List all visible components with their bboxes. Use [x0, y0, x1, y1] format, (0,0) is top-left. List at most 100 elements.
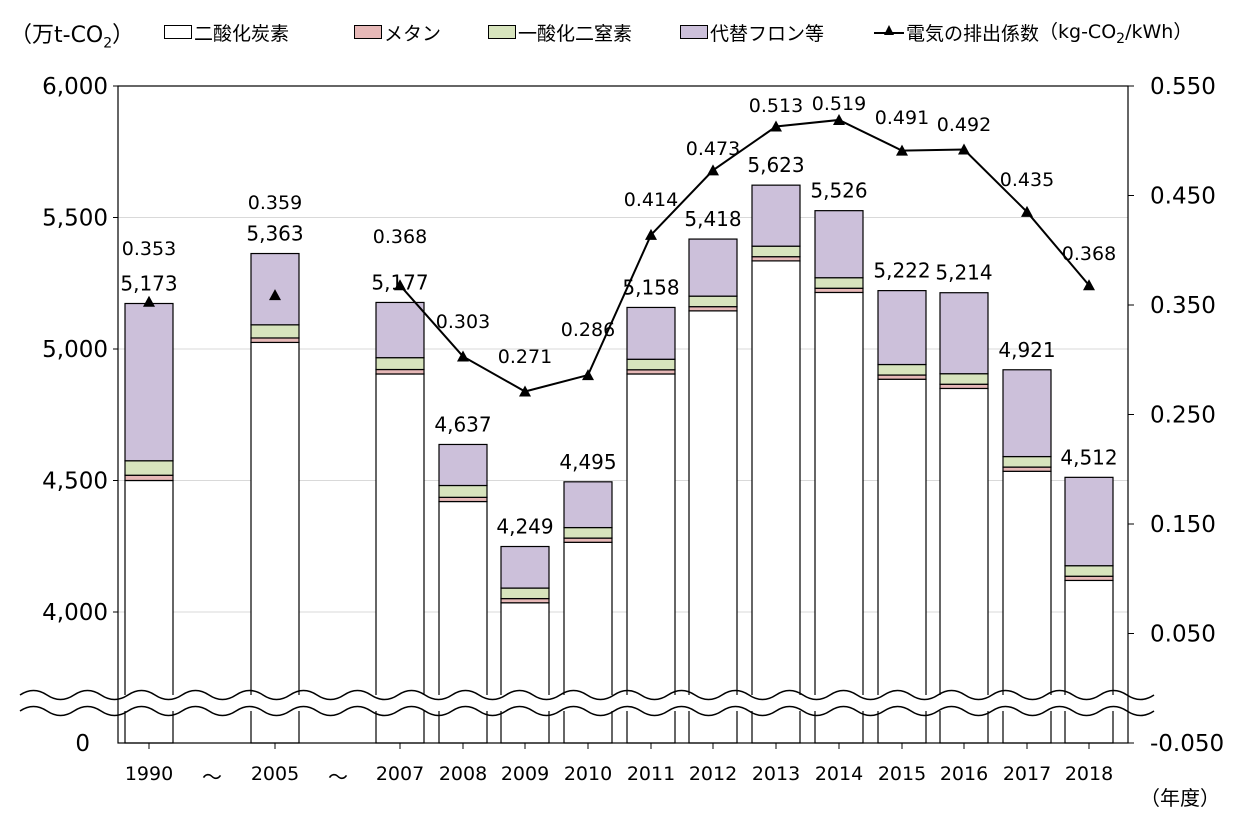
bar-fluorocarbons: [124, 302, 174, 462]
x-tick-label: 2005: [251, 763, 299, 785]
y-right-tick-label: 0.150: [1150, 512, 1216, 538]
bar-methane: [1064, 575, 1114, 582]
x-tick-label: 1990: [125, 763, 173, 785]
bar-total-label: 4,495: [559, 450, 616, 474]
bar-fluorocarbons: [814, 210, 864, 279]
emission-factor-point: [457, 350, 469, 362]
bar-n2o: [1002, 455, 1052, 468]
axis-break-bottom-wave: [19, 705, 1155, 717]
legend-label-co2: 二酸化炭素: [194, 22, 290, 45]
x-gap-marker: ～: [202, 765, 222, 789]
bar-total-label: 5,526: [810, 179, 867, 203]
bar-methane: [939, 383, 989, 390]
x-tick-label: 2017: [1003, 763, 1051, 785]
y-right-tick-label: 0.050: [1150, 622, 1216, 648]
bar-total-label: 4,921: [998, 338, 1055, 362]
legend-swatch-co2: [164, 25, 192, 39]
bar-co2: [563, 541, 613, 744]
y-left-tick-label: 5,000: [42, 337, 108, 363]
emission-factor-label: 0.353: [122, 238, 176, 260]
emission-factor-label: 0.435: [1000, 169, 1054, 191]
emission-factor-point: [645, 228, 657, 240]
bar-fluorocarbons: [1064, 476, 1114, 567]
bar-n2o: [500, 587, 550, 600]
bar-co2: [939, 387, 989, 744]
emission-factor-label: 0.491: [875, 107, 929, 129]
bar-fluorocarbons: [688, 238, 738, 297]
emission-factor-point: [582, 369, 594, 381]
emission-factor-label: 0.368: [1062, 243, 1116, 265]
emission-factor-point: [143, 295, 155, 307]
bar-n2o: [751, 245, 801, 258]
bar-fluorocarbons: [1002, 369, 1052, 458]
bar-fluorocarbons: [751, 184, 801, 247]
bar-methane: [688, 306, 738, 312]
legend-item-n2o: 一酸化二窒素: [488, 20, 632, 45]
legend-swatch-methane: [354, 25, 382, 39]
emission-factor-label: 0.271: [498, 346, 552, 368]
y-right-tick-label: 0.550: [1150, 74, 1216, 100]
x-tick-label: 2012: [689, 763, 737, 785]
bar-total-label: 5,222: [873, 259, 930, 283]
emission-factor-label: 0.492: [937, 114, 991, 136]
bar-fluorocarbons: [939, 292, 989, 375]
bar-total-label: 5,623: [747, 153, 804, 177]
y-right-tick-label: 0.350: [1150, 293, 1216, 319]
x-tick-label: 2009: [501, 763, 549, 785]
x-tick-label: 2010: [564, 763, 612, 785]
bar-n2o: [1064, 565, 1114, 577]
y-left-tick-label: 6,000: [42, 74, 108, 100]
bar-methane: [124, 474, 174, 482]
bar-methane: [563, 537, 613, 543]
emission-factor-label: 0.303: [436, 311, 490, 333]
bar-n2o: [814, 277, 864, 289]
plot-frame: [117, 85, 1129, 744]
bar-co2: [500, 602, 550, 744]
bar-total-label: 5,214: [935, 261, 992, 285]
legend-line-marker: [874, 25, 904, 39]
bar-co2: [250, 341, 300, 744]
bar-fluorocarbons: [877, 290, 927, 366]
emission-factor-point: [896, 144, 908, 156]
x-tick-label: 2018: [1065, 763, 1113, 785]
y-left-tick-label: 4,000: [42, 600, 108, 626]
bar-co2: [1064, 579, 1114, 744]
legend-swatch-fluorocarbons: [680, 25, 708, 39]
legend-label-methane: メタン: [384, 22, 442, 45]
emission-factor-point: [519, 385, 531, 397]
year-axis-unit: （年度）: [1140, 786, 1220, 810]
bar-n2o: [124, 460, 174, 476]
bar-methane: [877, 374, 927, 380]
legend-item-co2: 二酸化炭素: [164, 20, 290, 45]
x-tick-label: 2015: [878, 763, 926, 785]
bar-methane: [626, 369, 676, 375]
bar-total-label: 4,249: [496, 515, 553, 539]
emission-factor-point: [1021, 205, 1033, 217]
x-tick-label: 2013: [752, 763, 800, 785]
bar-methane: [814, 287, 864, 294]
left-axis-unit: （万t-CO2）: [10, 23, 135, 52]
bar-total-label: 5,363: [246, 222, 303, 246]
emission-factor-point: [707, 164, 719, 176]
bar-co2: [814, 291, 864, 744]
bar-total-label: 5,173: [120, 272, 177, 296]
bar-n2o: [877, 363, 927, 376]
bar-n2o: [688, 295, 738, 308]
emission-factor-point: [833, 113, 845, 125]
bar-total-label: 4,512: [1060, 445, 1117, 469]
emission-factor-point: [394, 279, 406, 291]
bar-methane: [751, 256, 801, 262]
x-tick-label: 2008: [439, 763, 487, 785]
y-left-tick-label: 5,500: [42, 206, 108, 232]
bar-total-label: 5,418: [684, 207, 741, 231]
y-right-tick-label: -0.050: [1150, 731, 1224, 757]
emission-factor-label: 0.513: [749, 95, 803, 117]
bar-n2o: [250, 324, 300, 339]
bar-methane: [438, 496, 488, 503]
bar-co2: [375, 373, 425, 744]
bar-co2: [877, 378, 927, 744]
emission-factor-point: [958, 143, 970, 155]
x-tick-label: 2016: [940, 763, 988, 785]
x-tick-label: 2011: [627, 763, 675, 785]
emission-factor-label: 0.473: [686, 138, 740, 160]
